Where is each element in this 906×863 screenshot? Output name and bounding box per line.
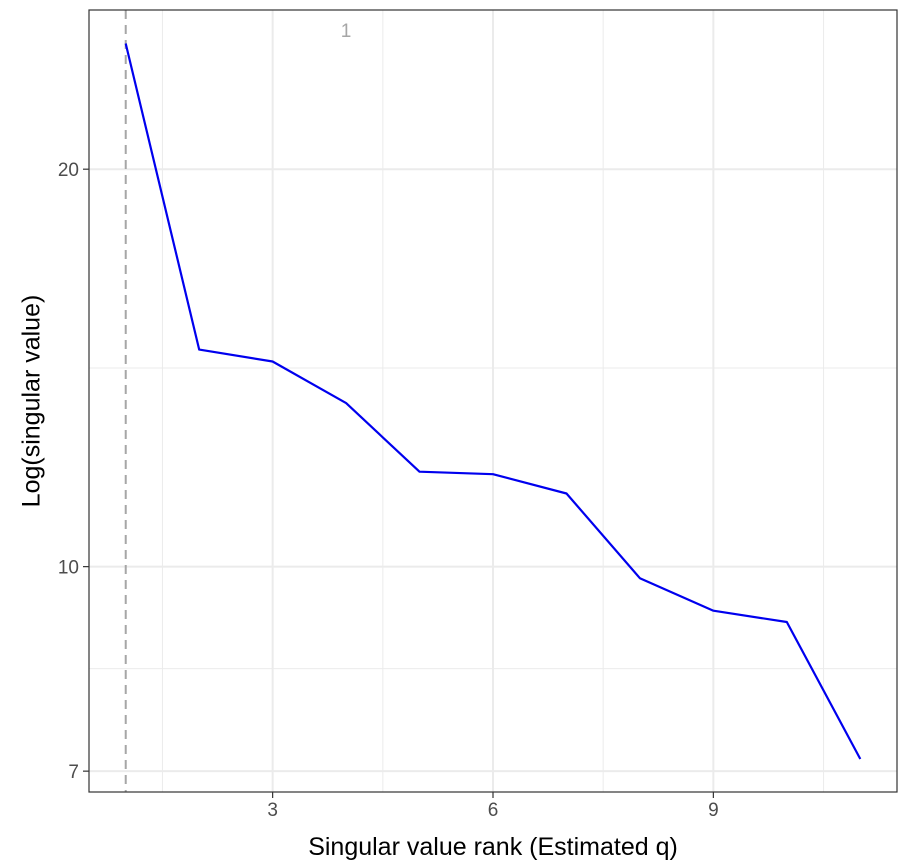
series-line bbox=[124, 43, 862, 760]
major-gridlines bbox=[89, 10, 897, 792]
reference-line-layer: 1 bbox=[124, 10, 352, 792]
x-tick-label: 3 bbox=[267, 800, 278, 821]
reference-line-label: 1 bbox=[341, 21, 352, 42]
y-tick-label: 7 bbox=[68, 762, 79, 783]
series-layer bbox=[124, 43, 862, 760]
x-axis-title: Singular value rank (Estimated q) bbox=[308, 833, 678, 861]
x-tick-label: 9 bbox=[708, 800, 719, 821]
y-tick-label: 10 bbox=[58, 558, 79, 579]
x-tick-label: 6 bbox=[488, 800, 499, 821]
tick-layer: 3 6 9 7 10 20 bbox=[58, 160, 719, 821]
y-axis-title: Log(singular value) bbox=[18, 295, 46, 508]
y-tick-label: 20 bbox=[58, 160, 79, 181]
